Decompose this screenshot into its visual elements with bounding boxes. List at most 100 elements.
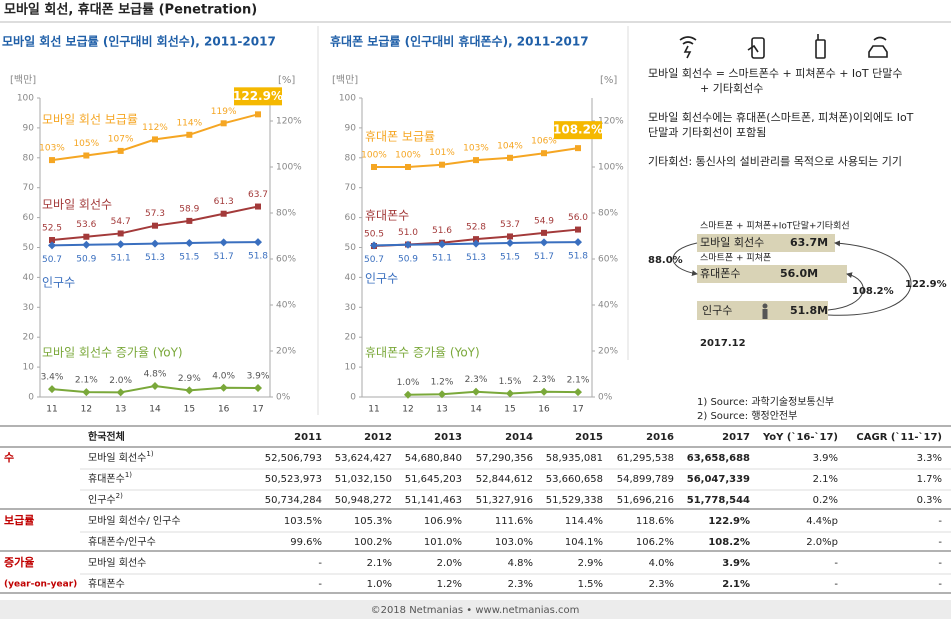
cell: - <box>318 579 322 590</box>
table-header: 2014 <box>505 432 533 443</box>
row-note: 1) <box>125 471 132 479</box>
box-label: 인구수 <box>702 304 732 317</box>
y-tick-label: 20 <box>23 333 35 343</box>
value-label: 1.2% <box>431 378 454 388</box>
value-label: 50.9 <box>398 254 418 264</box>
point <box>575 226 581 233</box>
cell: 4.4%p <box>806 516 838 527</box>
point <box>49 237 55 244</box>
point <box>255 111 261 118</box>
table-header: 2013 <box>434 432 462 443</box>
value-label: 50.7 <box>42 255 62 265</box>
x-tick-label: 15 <box>184 405 195 415</box>
source: 2) Source: 행정안전부 <box>697 410 797 422</box>
diagram-shapes <box>672 234 912 320</box>
point <box>438 240 446 249</box>
value-label: 3.9% <box>247 372 270 382</box>
cell: 51,327,916 <box>476 495 533 506</box>
value-label: 122.9% <box>233 89 283 103</box>
cell: 51,645,203 <box>405 474 462 485</box>
cell: 50,523,973 <box>265 474 322 485</box>
table-frame <box>0 425 951 619</box>
cell: 106.2% <box>636 537 674 548</box>
x-tick-label: 14 <box>470 405 482 415</box>
cell: 2.0%p <box>806 537 838 548</box>
series-name: 휴대폰수 증가율 (YoY) <box>365 346 480 360</box>
cell: 3.9% <box>722 558 750 569</box>
point <box>472 387 480 396</box>
cell: 57,290,356 <box>476 453 533 464</box>
y-tick-label: 50 <box>23 243 35 253</box>
cell: 105.3% <box>354 516 392 527</box>
value-label: 2.1% <box>567 376 590 386</box>
y-tick-label: 20 <box>345 333 357 343</box>
cell: 58,935,081 <box>546 453 603 464</box>
series-name: 모바일 회선수 <box>42 198 112 212</box>
value-label: 114% <box>176 118 202 128</box>
y-tick-label: 80 <box>345 153 357 163</box>
y2-tick-label: 20% <box>598 347 618 357</box>
y-tick-label: 60 <box>23 213 35 223</box>
cell: 0.2% <box>813 495 838 506</box>
table-header: YoY (`16-`17) <box>762 431 838 443</box>
cell: - <box>938 579 942 590</box>
y2-tick-label: 100% <box>598 163 624 173</box>
value-label: 53.7 <box>500 220 520 230</box>
y2-tick-label: 100% <box>276 163 302 173</box>
cell: 106.9% <box>424 516 462 527</box>
caption: 스마트폰 + 피쳐폰 <box>700 252 771 264</box>
cell: 51,529,338 <box>546 495 603 506</box>
cell: 111.6% <box>495 516 533 527</box>
point <box>506 389 514 398</box>
value-label: 108.2% <box>553 123 603 137</box>
table-header: 한국전체 <box>88 430 125 443</box>
cell: 2.3% <box>649 579 674 590</box>
cell: 52,844,612 <box>476 474 533 485</box>
point <box>473 236 479 243</box>
value-label: 51.7 <box>534 252 554 262</box>
series-name: 모바일 회선 보급률 <box>42 113 138 127</box>
point <box>507 154 513 161</box>
table-header: 2016 <box>646 432 674 443</box>
value-label: 54.7 <box>111 217 131 227</box>
x-tick-label: 16 <box>538 405 550 415</box>
value-label: 103% <box>39 144 65 154</box>
cell: 3.9% <box>813 453 838 464</box>
value-label: 4.8% <box>144 369 167 379</box>
value-label: 100% <box>395 151 421 161</box>
cell: 100.2% <box>354 537 392 548</box>
cell: 103.0% <box>495 537 533 548</box>
y2-tick-label: 60% <box>598 255 618 265</box>
point <box>371 164 377 170</box>
value-label: 51.5 <box>500 253 520 263</box>
y2-tick-label: 120% <box>598 117 624 127</box>
point <box>48 385 56 394</box>
value-label: 51.0 <box>398 228 418 238</box>
y2-tick-label: 80% <box>598 209 618 219</box>
cell: 4.8% <box>508 558 533 569</box>
point <box>151 381 159 390</box>
cell: 52,506,793 <box>265 453 322 464</box>
point <box>117 230 124 237</box>
highlight <box>554 121 602 140</box>
y2-tick-label: 0% <box>598 393 613 403</box>
value-label: 51.5 <box>179 253 199 263</box>
cell: 51,778,544 <box>687 495 750 506</box>
box-value: 63.7M <box>790 236 828 249</box>
value-label: 51.3 <box>466 253 486 263</box>
table-header: 2017 <box>722 432 750 443</box>
point <box>254 238 262 247</box>
cell: 50,948,272 <box>335 495 392 506</box>
point <box>82 240 91 249</box>
value-label: 104% <box>497 141 523 151</box>
row-label: 모바일 회선수/ 인구수 <box>88 515 181 527</box>
box-label: 모바일 회선수 <box>700 235 764 249</box>
point <box>405 164 411 170</box>
point <box>540 387 548 396</box>
x-tick-label: 11 <box>46 405 57 415</box>
point <box>83 233 90 240</box>
group-label: 증가율 <box>4 555 34 569</box>
x-tick-label: 17 <box>572 405 583 415</box>
point <box>541 229 547 236</box>
row-label: 모바일 회선수1) <box>88 450 154 464</box>
